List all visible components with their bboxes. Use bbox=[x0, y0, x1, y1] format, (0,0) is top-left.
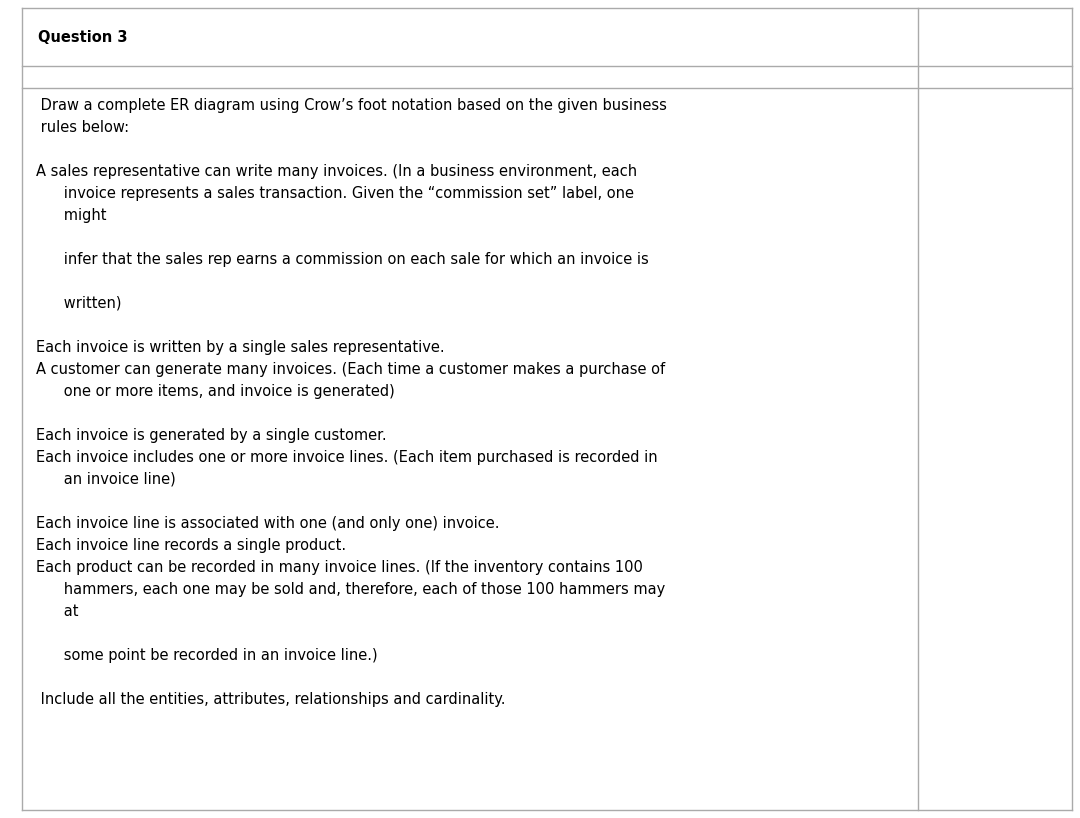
Text: Each invoice includes one or more invoice lines. (Each item purchased is recorde: Each invoice includes one or more invoic… bbox=[36, 450, 658, 465]
Text: rules below:: rules below: bbox=[36, 120, 130, 135]
Text: one or more items, and invoice is generated): one or more items, and invoice is genera… bbox=[36, 384, 395, 399]
Text: A customer can generate many invoices. (Each time a customer makes a purchase of: A customer can generate many invoices. (… bbox=[36, 362, 665, 377]
Text: Each invoice is generated by a single customer.: Each invoice is generated by a single cu… bbox=[36, 428, 387, 443]
Text: an invoice line): an invoice line) bbox=[36, 472, 176, 487]
Text: Draw a complete ER diagram using Crow’s foot notation based on the given busines: Draw a complete ER diagram using Crow’s … bbox=[36, 98, 666, 113]
Text: some point be recorded in an invoice line.): some point be recorded in an invoice lin… bbox=[36, 648, 378, 663]
Text: hammers, each one may be sold and, therefore, each of those 100 hammers may: hammers, each one may be sold and, there… bbox=[36, 582, 665, 597]
Text: Each invoice is written by a single sales representative.: Each invoice is written by a single sale… bbox=[36, 340, 445, 355]
Text: A sales representative can write many invoices. (In a business environment, each: A sales representative can write many in… bbox=[36, 164, 637, 179]
Text: Each product can be recorded in many invoice lines. (If the inventory contains 1: Each product can be recorded in many inv… bbox=[36, 560, 643, 575]
Text: might: might bbox=[36, 208, 107, 223]
Text: Each invoice line records a single product.: Each invoice line records a single produ… bbox=[36, 538, 346, 553]
Text: Question 3: Question 3 bbox=[38, 29, 127, 44]
Text: Include all the entities, attributes, relationships and cardinality.: Include all the entities, attributes, re… bbox=[36, 692, 505, 707]
Text: written): written) bbox=[36, 296, 121, 311]
Text: infer that the sales rep earns a commission on each sale for which an invoice is: infer that the sales rep earns a commiss… bbox=[36, 252, 649, 267]
Text: Each invoice line is associated with one (and only one) invoice.: Each invoice line is associated with one… bbox=[36, 516, 499, 531]
Text: at: at bbox=[36, 604, 79, 619]
Text: invoice represents a sales transaction. Given the “commission set” label, one: invoice represents a sales transaction. … bbox=[36, 186, 634, 201]
